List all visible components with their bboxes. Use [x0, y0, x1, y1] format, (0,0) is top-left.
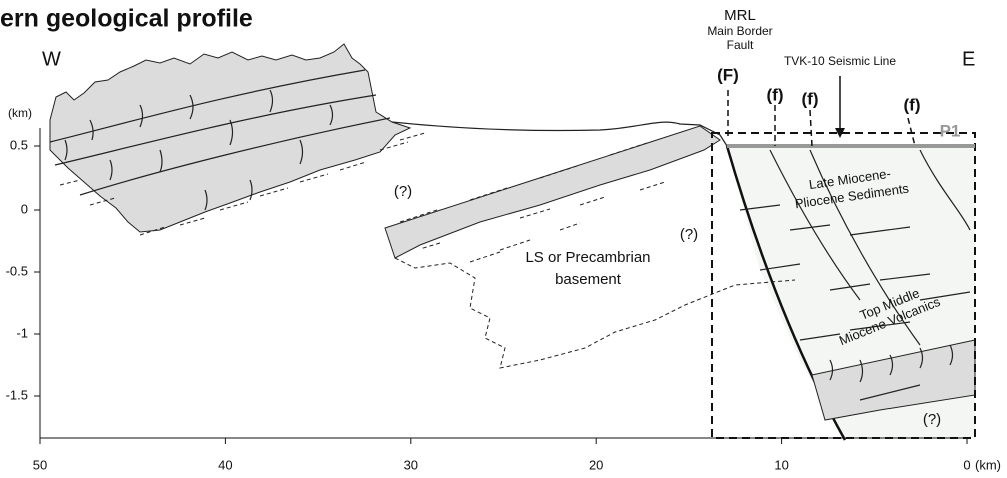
volcanics [811, 339, 976, 421]
strata [49, 69, 391, 196]
mbf: Main Border [707, 24, 772, 38]
major-fault: (F) [717, 65, 739, 84]
x-tick-label: 20 [589, 457, 603, 472]
x-tick-label: 50 [33, 457, 47, 472]
middle-block [384, 125, 721, 259]
y-unit: (km) [8, 106, 32, 120]
y-tick-label: 0.5 [10, 137, 28, 152]
basement-outline [394, 257, 796, 369]
ticks: 0.5 0 -0.5 -1 -1.5 50 40 30 20 10 0 [6, 137, 971, 472]
mbf: Fault [727, 38, 754, 52]
basement: LS or Precambrian [525, 249, 650, 266]
dashes-mid [399, 141, 666, 263]
mrl: MRL [724, 7, 756, 24]
uncertain: (?) [394, 183, 412, 200]
basement: basement [555, 271, 622, 288]
title: ern geological profile [0, 5, 253, 33]
minor-fault: (f) [904, 95, 921, 114]
arrow-head [835, 128, 845, 138]
west: W [42, 48, 61, 70]
x-tick-label: 40 [218, 457, 232, 472]
fault-marker [809, 109, 813, 147]
fault-marker [907, 117, 916, 147]
west-block [49, 43, 412, 233]
topography [391, 121, 728, 147]
y-tick-label: -1 [16, 325, 28, 340]
basin-faults [739, 149, 971, 346]
seismic-line: TVK-10 Seismic Line [784, 54, 896, 68]
volcanic-fractures [829, 344, 954, 401]
y-tick-label: 0 [21, 201, 28, 216]
minor-fault: (f) [767, 85, 784, 104]
x-unit: (km) [975, 457, 1001, 472]
uncertain: (?) [680, 226, 698, 243]
x-tick-label: 0 [963, 457, 970, 472]
fractures [64, 89, 334, 211]
east: E [962, 48, 975, 70]
p1: P1 [940, 121, 961, 140]
x-tick-label: 10 [774, 457, 788, 472]
y-tick-label: -0.5 [6, 263, 28, 278]
uncertain: (?) [923, 411, 941, 428]
x-tick-label: 30 [404, 457, 418, 472]
dashes [59, 132, 426, 236]
study-box [711, 132, 976, 439]
minor-fault: (f) [802, 89, 819, 108]
y-tick-label: -1.5 [6, 387, 28, 402]
